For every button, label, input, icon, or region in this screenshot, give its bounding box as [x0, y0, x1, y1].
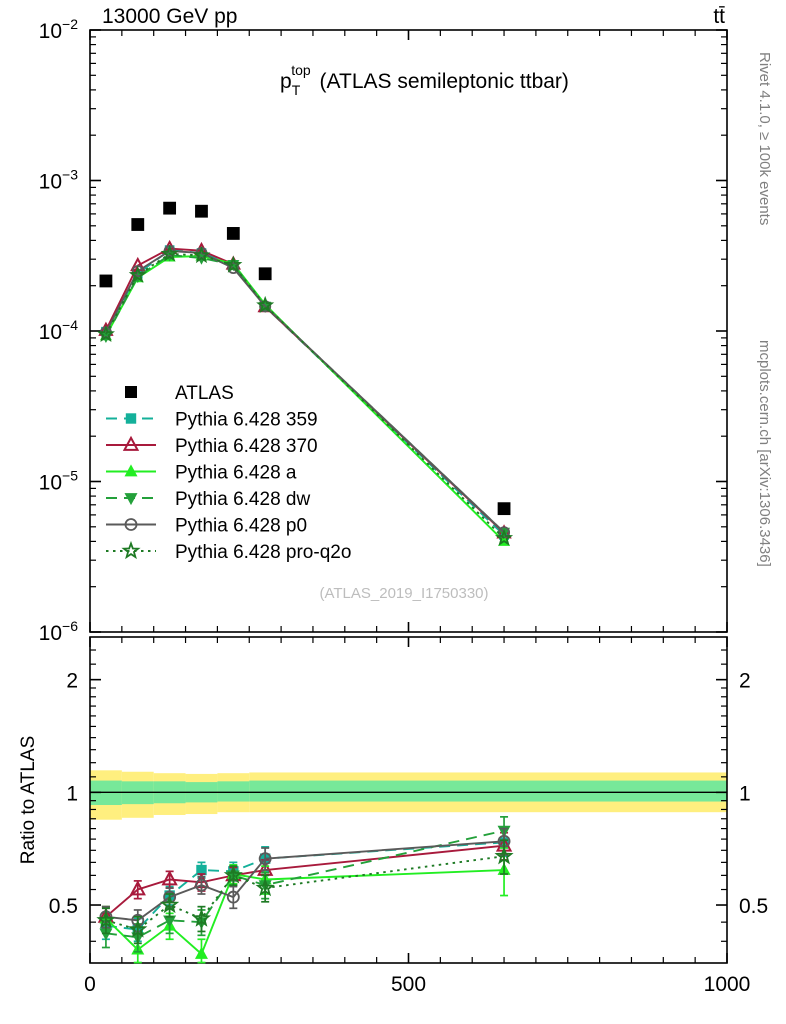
rivet-version-label: Rivet 4.1.0, ≥ 100k events: [756, 52, 773, 225]
ratio-data-marker: [258, 852, 272, 866]
data-marker: [164, 245, 175, 255]
legend-marker: [124, 464, 138, 477]
y-tick-label-main: 10−4: [39, 317, 79, 344]
ratio-data-marker: [96, 910, 116, 929]
data-marker: [258, 267, 272, 281]
ratio-data-marker: [99, 928, 113, 941]
legend-label: Pythia 6.428 359: [175, 410, 318, 431]
text-layer: 13000 GeV pp tt̄ Rivet 4.1.0, ≥ 100k event…: [18, 5, 773, 996]
legend-marker: [122, 435, 140, 451]
ratio-data-marker: [195, 878, 208, 892]
legend-entry-pythia-6-428-359[interactable]: Pythia 6.428 359: [106, 410, 318, 431]
main-panel-axes: [89, 29, 728, 633]
ratio-data-marker: [226, 890, 240, 904]
data-marker: [96, 324, 115, 343]
ratio-series-pythia-6-428-p0: [99, 827, 511, 933]
series-atlas: [99, 201, 511, 516]
y-tick-label-main: 10−6: [39, 618, 79, 645]
data-marker: [224, 255, 243, 273]
data-marker: [226, 227, 240, 240]
ratio-data-marker: [129, 880, 146, 896]
legend-label: Pythia 6.428 370: [175, 436, 318, 457]
ratio-series-pythia-6-428-pro-q2o: [96, 839, 514, 945]
data-marker: [99, 274, 113, 288]
y-tick-label-ratio-right: 1: [739, 782, 751, 805]
legend-marker: [124, 518, 138, 531]
ratio-panel-axes: [89, 636, 728, 964]
mcplots-reference-label: mcplots.cern.ch [arXiv:1306.3436]: [756, 340, 773, 567]
data-marker: [227, 262, 240, 275]
legend-entry-pythia-6-428-pro-q2o[interactable]: Pythia 6.428 pro-q2o: [106, 540, 351, 563]
process-label: tt̄: [713, 5, 725, 28]
x-tick-label: 1000: [704, 973, 751, 996]
legend-label: Pythia 6.428 a: [175, 463, 297, 484]
series-line: [105, 250, 505, 533]
legend-marker: [125, 413, 137, 424]
ratio-data-marker: [128, 919, 148, 938]
legend-marker: [124, 493, 138, 506]
data-marker: [192, 245, 211, 264]
legend-entry-pythia-6-428-370[interactable]: Pythia 6.428 370: [106, 435, 318, 457]
data-marker: [163, 201, 177, 215]
ratio-band-inner: [249, 780, 727, 802]
data-marker: [160, 244, 179, 262]
ratio-panel-data: [96, 816, 514, 964]
ratio-data-marker: [160, 894, 180, 914]
data-marker: [495, 528, 514, 546]
legend-label: Pythia 6.428 pro-q2o: [175, 542, 351, 563]
ratio-data-marker: [163, 915, 177, 928]
data-marker: [256, 295, 275, 314]
ratio-series-line: [105, 869, 505, 956]
y-tick-label-main: 10−3: [39, 167, 79, 194]
ratio-uncertainty-bands: [90, 770, 727, 820]
ratio-data-marker: [196, 864, 207, 876]
ratio-data-marker: [223, 865, 243, 884]
legend-entry-pythia-6-428-dw[interactable]: Pythia 6.428 dw: [106, 489, 310, 510]
y-tick-label-ratio: 2: [66, 670, 78, 693]
y-tick-label-ratio: 1: [66, 782, 78, 805]
data-marker: [131, 218, 145, 231]
ratio-data-marker: [161, 870, 178, 886]
legend-label: Pythia 6.428 dw: [175, 489, 310, 510]
legend-label: ATLAS: [175, 383, 234, 404]
ratio-band-inner: [217, 781, 250, 802]
main-panel-data: [96, 201, 514, 546]
beam-label: 13000 GeV pp: [102, 5, 237, 28]
y-tick-label-ratio-right: 2: [739, 670, 751, 693]
y-tick-label-main: 10−5: [39, 468, 79, 495]
x-tick-label: 500: [391, 973, 426, 996]
ratio-data-marker: [255, 877, 275, 897]
legend: ATLAS Pythia 6.428 359 Pythia 6.428 370 Pyt…: [106, 383, 351, 563]
ratio-data-marker: [194, 946, 208, 959]
ratio-data-marker: [191, 908, 212, 927]
y-tick-label-ratio-right: 0.5: [739, 895, 768, 918]
data-marker: [128, 265, 147, 283]
series-pythia-6-428-pro-q2o: [96, 244, 514, 546]
legend-marker: [125, 386, 137, 398]
legend-marker: [121, 540, 141, 560]
plot-title: pTtop (ATLAS semileptonic ttbar): [280, 62, 569, 98]
data-marker: [259, 300, 272, 313]
legend-entry-pythia-6-428-a[interactable]: Pythia 6.428 a: [106, 463, 297, 484]
dataset-watermark: (ATLAS_2019_I1750330): [319, 585, 488, 602]
ratio-axis-label: Ratio to ATLAS: [18, 736, 39, 865]
x-tick-label: 0: [84, 973, 96, 996]
data-marker: [195, 204, 208, 218]
legend-label: Pythia 6.428 p0: [175, 516, 307, 537]
legend-entry-atlas[interactable]: ATLAS: [125, 383, 234, 404]
y-tick-label-main: 10−2: [39, 16, 79, 43]
data-marker: [497, 502, 511, 516]
ratio-data-marker: [494, 846, 514, 865]
y-tick-label-ratio: 0.5: [49, 895, 78, 918]
legend-entry-pythia-6-428-p0[interactable]: Pythia 6.428 p0: [106, 516, 307, 537]
